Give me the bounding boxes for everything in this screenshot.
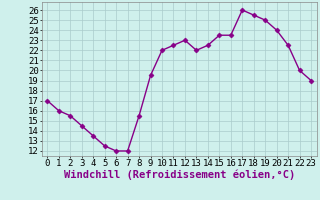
X-axis label: Windchill (Refroidissement éolien,°C): Windchill (Refroidissement éolien,°C) [64,169,295,180]
